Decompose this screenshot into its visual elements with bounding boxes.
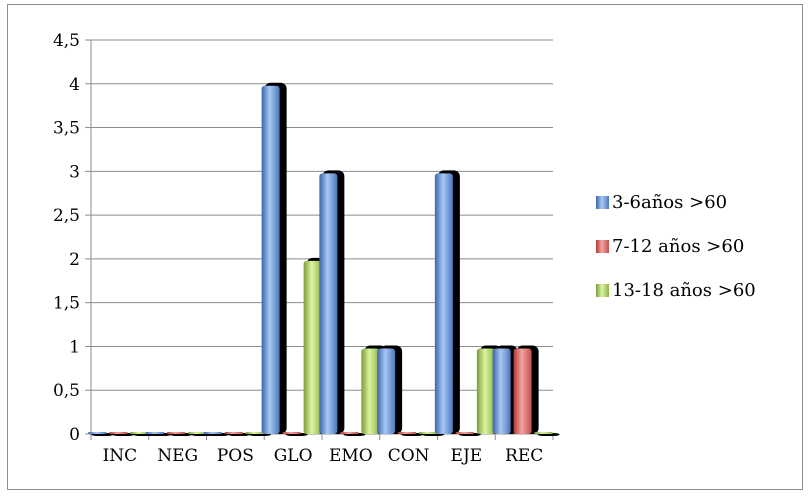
- x-tick-label: NEG: [157, 446, 198, 466]
- bar: [434, 173, 453, 435]
- bar: [203, 432, 222, 434]
- bar: [513, 348, 532, 434]
- y-tick-label: 3: [69, 162, 80, 182]
- bar: [188, 432, 207, 434]
- bar: [361, 348, 380, 434]
- bar: [319, 173, 338, 435]
- y-tick-label: 3,5: [53, 119, 80, 139]
- legend-label: 13-18 años >60: [612, 280, 756, 301]
- bar: [88, 432, 107, 434]
- bar: [245, 432, 264, 434]
- bar: [303, 260, 322, 434]
- legend-swatch: [596, 284, 609, 297]
- legend-label: 3-6años >60: [612, 192, 727, 213]
- legend-swatch: [596, 240, 609, 253]
- bar-chart: 0 0,5 1 1,5 2 2,5 3 3,5 4 4,5 INC NEG POS GLO EMO CON EJ…: [53, 31, 756, 466]
- x-tick-label: EMO: [329, 446, 373, 466]
- bars: [88, 82, 560, 436]
- legend: 3-6años >60 7-12 años >60 13-18 años >60: [596, 192, 756, 301]
- bar: [109, 432, 128, 434]
- bar: [146, 432, 165, 434]
- chart-frame: 0 0,5 1 1,5 2 2,5 3 3,5 4 4,5 INC NEG POS GLO EMO CON EJ…: [7, 4, 803, 490]
- bar: [492, 348, 511, 434]
- legend-label: 7-12 años >60: [612, 236, 744, 257]
- bar: [455, 432, 474, 434]
- bar: [377, 348, 396, 434]
- x-tick-label: CON: [388, 446, 430, 466]
- bar: [534, 432, 553, 434]
- bar: [130, 432, 149, 434]
- x-tick-label: REC: [505, 446, 543, 466]
- y-tick-label: 1: [69, 337, 80, 357]
- y-tick-label: 2: [69, 250, 80, 270]
- bar: [398, 432, 417, 434]
- x-tick-label: POS: [217, 446, 254, 466]
- y-tick-label: 4: [69, 75, 80, 95]
- y-tick-label: 2,5: [53, 206, 80, 226]
- y-tick-label: 0,5: [53, 381, 80, 401]
- x-tick-label: GLO: [274, 446, 313, 466]
- bar: [476, 348, 495, 434]
- bar: [167, 432, 186, 434]
- legend-swatch: [596, 196, 609, 209]
- bar: [282, 432, 301, 434]
- bar: [340, 432, 359, 434]
- x-tick-label: INC: [103, 446, 138, 466]
- bar: [224, 432, 243, 434]
- bar: [261, 85, 280, 435]
- bar: [419, 432, 438, 434]
- y-tick-label: 0: [69, 425, 80, 445]
- y-tick-label: 1,5: [53, 294, 80, 314]
- x-tick-label: EJE: [451, 446, 483, 466]
- y-tick-label: 4,5: [53, 31, 80, 51]
